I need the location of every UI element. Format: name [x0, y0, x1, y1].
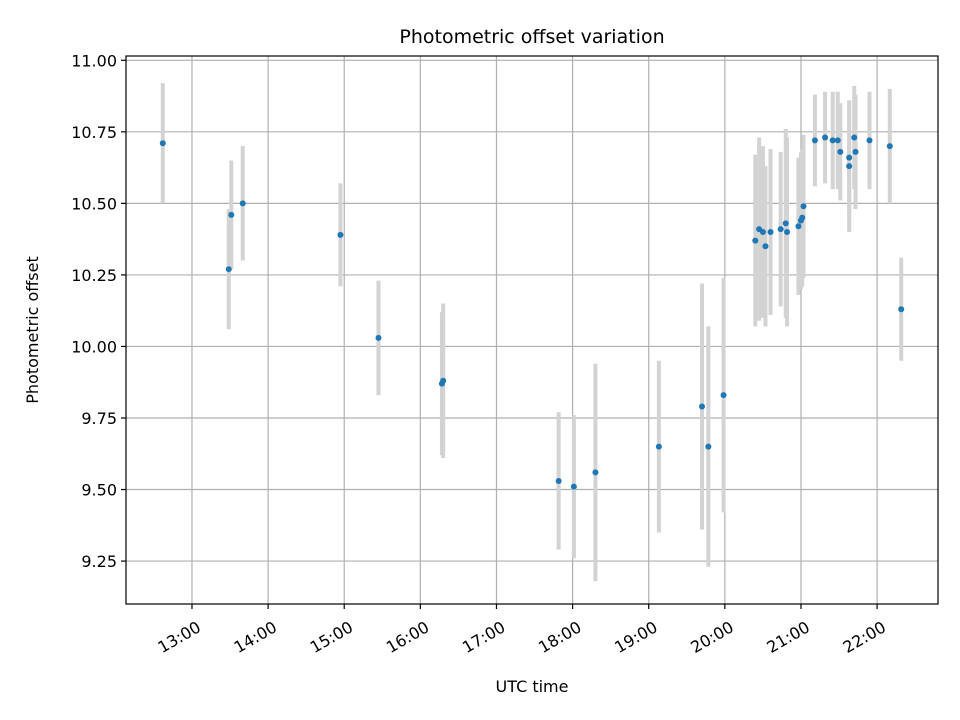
data-point: [752, 237, 759, 244]
data-points: [159, 134, 905, 490]
data-point: [799, 214, 806, 221]
data-point: [440, 377, 447, 384]
data-point: [767, 228, 774, 235]
data-point: [228, 211, 235, 218]
data-point: [886, 143, 893, 150]
x-tick-label: 20:00: [687, 617, 736, 657]
y-tick-label: 9.50: [81, 481, 117, 500]
chart-title: Photometric offset variation: [399, 26, 664, 48]
x-tick-label: 19:00: [611, 617, 660, 657]
x-tick-label: 21:00: [764, 617, 813, 657]
x-axis: 13:00 14:00 15:00 16:00 17:00 18:00 19:00 20:00…: [155, 604, 889, 657]
plot-frame: [125, 55, 939, 605]
data-point: [784, 228, 791, 235]
data-point: [777, 226, 784, 233]
y-tick-label: 10.75: [71, 123, 117, 142]
data-point: [829, 137, 836, 144]
data-point: [800, 203, 807, 210]
y-tick-label: 10.00: [71, 337, 117, 356]
x-tick-label: 13:00: [155, 617, 204, 657]
data-point: [225, 266, 232, 273]
data-point: [592, 469, 599, 476]
y-tick-label: 9.75: [81, 409, 117, 428]
x-tick-label: 14:00: [231, 617, 280, 657]
x-tick-label: 16:00: [383, 617, 432, 657]
data-point: [759, 228, 766, 235]
y-axis-label: Photometric offset: [23, 256, 42, 404]
y-tick-label: 9.25: [81, 552, 117, 571]
x-tick-label: 22:00: [840, 617, 889, 657]
data-point: [159, 140, 166, 147]
data-point: [822, 134, 829, 141]
data-point: [846, 163, 853, 170]
data-point: [898, 306, 905, 313]
data-point: [375, 334, 382, 341]
data-point: [762, 243, 769, 250]
data-point: [846, 154, 853, 161]
data-point: [795, 223, 802, 230]
data-point: [782, 220, 789, 227]
data-point: [851, 134, 858, 141]
data-point: [852, 148, 859, 155]
data-point: [866, 137, 873, 144]
x-axis-label: UTC time: [496, 677, 569, 696]
data-point: [699, 403, 706, 410]
data-point: [720, 392, 727, 399]
grid: [126, 56, 938, 604]
data-point: [837, 148, 844, 155]
data-point: [705, 443, 712, 450]
x-tick-label: 17:00: [459, 617, 508, 657]
y-axis: 9.25 9.50 9.75 10.00 10.25 10.50 10.75 11.00: [71, 51, 126, 571]
data-point: [337, 231, 344, 238]
data-point: [239, 200, 246, 207]
data-point: [570, 483, 577, 490]
data-point: [655, 443, 662, 450]
data-point: [834, 137, 841, 144]
data-point: [555, 477, 562, 484]
data-point: [811, 137, 818, 144]
y-tick-label: 11.00: [71, 51, 117, 70]
y-tick-label: 10.50: [71, 194, 117, 213]
y-tick-label: 10.25: [71, 266, 117, 285]
x-tick-label: 18:00: [535, 617, 584, 657]
x-tick-label: 15:00: [307, 617, 356, 657]
